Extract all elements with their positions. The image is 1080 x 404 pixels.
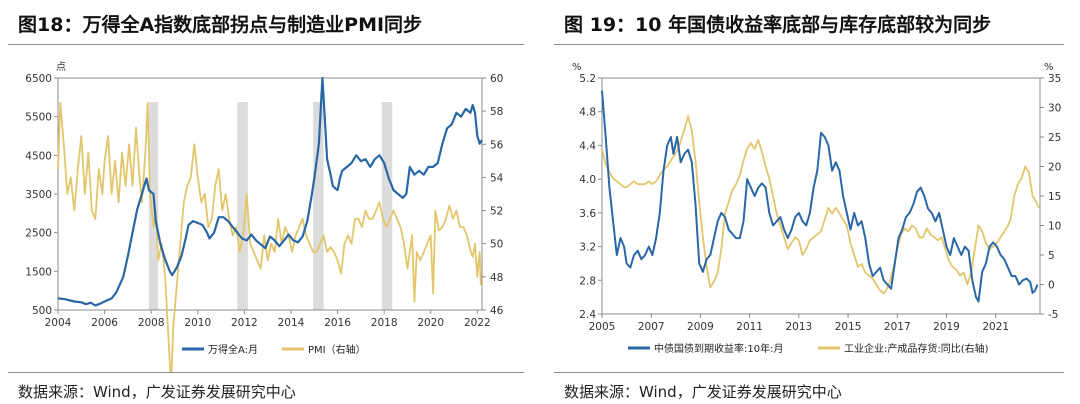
chart-title: 图 19：10 年国债收益率底部与库存底部较为同步 — [564, 14, 992, 36]
y-left-tick-label: 500 — [32, 305, 52, 317]
shaded-period — [237, 102, 248, 310]
x-tick-label: 2006 — [91, 317, 118, 329]
x-tick-label: 2014 — [278, 317, 305, 329]
chart-title: 图18：万得全A指数底部拐点与制造业PMI同步 — [18, 14, 423, 36]
series-line-left-axis — [57, 76, 483, 307]
x-tick-label: 2007 — [638, 321, 665, 333]
y-right-tick-label: 60 — [490, 73, 503, 85]
divider — [8, 44, 524, 45]
figure-19-chart: 2005 2007 2009 2011 2013 2015 2017 2019 20212.42… — [572, 62, 1061, 355]
y-left-tick-label: 5.2 — [579, 73, 596, 85]
shaded-period — [381, 102, 393, 310]
y-right-tick-label: 10 — [1048, 221, 1061, 233]
legend-label: 工业企业:产成品存货:同比(右轴) — [844, 342, 989, 355]
y-left-tick-label: 2.4 — [579, 309, 596, 321]
y-right-tick-label: 50 — [490, 239, 503, 251]
y-left-tick-label: 4.8 — [579, 107, 596, 119]
y-right-tick-label: 5 — [1048, 250, 1055, 262]
y-left-unit-label: 点 — [56, 61, 66, 73]
x-tick-label: 2013 — [785, 321, 812, 333]
y-left-tick-label: 3500 — [25, 189, 52, 201]
series-line-left-axis — [601, 90, 1039, 303]
x-tick-label: 2009 — [687, 321, 714, 333]
x-tick-label: 2019 — [933, 321, 960, 333]
x-tick-label: 2011 — [736, 321, 763, 333]
figure-19-panel: 图 19：10 年国债收益率底部与库存底部较为同步 2005 2007 2009 20… — [546, 0, 1080, 404]
shaded-period — [313, 102, 324, 310]
x-tick-label: 2005 — [589, 321, 616, 333]
x-tick-label: 2015 — [835, 321, 862, 333]
plot-frame — [57, 77, 483, 311]
figure-18-panel: 图18：万得全A指数底部拐点与制造业PMI同步 2004 2006 2008 2010… — [8, 14, 524, 401]
y-right-tick-label: -5 — [1048, 309, 1058, 321]
x-tick-label: 2017 — [884, 321, 911, 333]
legend-label: 中债国债到期收益率:10年:月 — [654, 342, 783, 355]
legend-label: PMI（右轴） — [308, 343, 366, 356]
series-line-right-axis — [57, 102, 482, 372]
x-tick-label: 2022 — [464, 317, 491, 329]
y-left-tick-label: 4.0 — [579, 174, 596, 186]
x-tick-label: 2018 — [371, 317, 398, 329]
y-left-tick-label: 1500 — [25, 266, 52, 278]
y-left-tick-label: 2.8 — [579, 275, 596, 287]
y-left-tick-label: 5500 — [25, 112, 52, 124]
x-tick-label: 2021 — [982, 321, 1009, 333]
y-right-tick-label: 35 — [1048, 73, 1061, 85]
divider — [8, 372, 524, 373]
y-right-tick-label: 15 — [1048, 191, 1061, 203]
series-line-right-axis — [601, 115, 1040, 295]
legend-label: 万得全A:月 — [208, 343, 258, 356]
y-right-unit-label: % — [1044, 62, 1054, 73]
y-right-tick-label: 25 — [1048, 132, 1061, 144]
x-tick-label: 2004 — [45, 317, 72, 329]
plot-frame — [601, 77, 1041, 315]
y-right-tick-label: 30 — [1048, 103, 1061, 115]
x-tick-label: 2012 — [231, 317, 258, 329]
y-left-unit-label: % — [572, 62, 582, 73]
y-left-tick-label: 3.2 — [579, 242, 596, 254]
y-right-tick-label: 56 — [490, 139, 504, 151]
x-tick-label: 2008 — [138, 317, 165, 329]
x-tick-label: 2016 — [324, 317, 351, 329]
y-left-tick-label: 6500 — [25, 73, 52, 85]
y-right-tick-label: 52 — [490, 206, 503, 218]
y-right-tick-label: 58 — [490, 106, 503, 118]
y-right-tick-label: 54 — [490, 172, 504, 184]
y-right-tick-label: 46 — [490, 305, 504, 317]
figure-18-chart: 2004 2006 2008 2010 2012 2014 2016 2018 2020 2022… — [25, 61, 504, 372]
source-note: 数据来源：Wind，广发证券发展研究中心 — [18, 383, 296, 401]
y-left-tick-label: 2500 — [25, 228, 52, 240]
source-note: 数据来源：Wind，广发证券发展研究中心 — [564, 383, 842, 401]
y-right-tick-label: 20 — [1048, 162, 1061, 174]
y-right-tick-label: 0 — [1048, 280, 1055, 292]
y-left-tick-label: 4500 — [25, 150, 52, 162]
y-left-tick-label: 4.4 — [579, 140, 596, 152]
x-tick-label: 2020 — [417, 317, 444, 329]
y-right-tick-label: 48 — [490, 272, 503, 284]
divider — [554, 372, 1064, 373]
divider — [554, 44, 1064, 45]
x-tick-label: 2010 — [184, 317, 211, 329]
y-left-tick-label: 3.6 — [579, 208, 596, 220]
